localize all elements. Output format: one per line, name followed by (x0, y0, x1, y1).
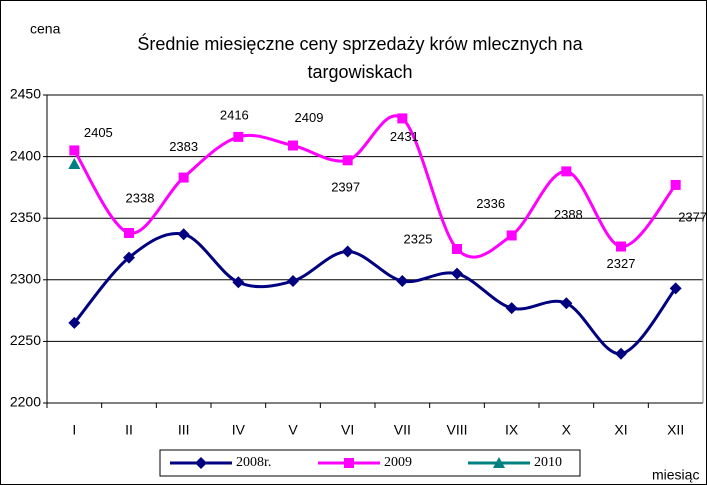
data-label: 2325 (404, 231, 433, 246)
data-label: 2383 (169, 139, 198, 154)
data-point (123, 251, 135, 264)
data-point (561, 166, 572, 177)
x-tick-label: V (288, 422, 298, 438)
data-point (452, 244, 462, 254)
data-point (233, 131, 244, 142)
data-point (506, 230, 517, 241)
data-label: 2405 (84, 125, 113, 140)
data-point (232, 276, 245, 289)
data-point (342, 155, 353, 166)
x-tick-label: II (125, 422, 133, 438)
data-point (396, 275, 409, 288)
legend-label: 2010 (534, 455, 562, 470)
legend-marker (344, 458, 354, 468)
data-label: 2431 (390, 129, 419, 144)
data-label: 2409 (295, 110, 324, 125)
x-tick-label: XI (614, 422, 627, 438)
data-label: 2336 (476, 196, 505, 211)
legend-marker (195, 457, 207, 469)
legend-label: 2008r. (236, 455, 271, 470)
data-label: 2388 (554, 207, 583, 222)
data-point (287, 275, 299, 288)
x-tick-label: I (72, 422, 76, 438)
x-tick-label: IV (232, 422, 246, 438)
x-tick-label: XII (667, 422, 684, 438)
legend-marker (493, 457, 505, 468)
y-tick-label: 2250 (10, 332, 41, 348)
data-point (288, 140, 298, 151)
x-tick-label: VIII (446, 422, 467, 438)
data-point (69, 145, 80, 156)
data-point (616, 241, 626, 252)
data-label: 2327 (607, 256, 636, 271)
x-tick-label: IX (505, 422, 519, 438)
x-tick-label: X (562, 422, 572, 438)
x-tick-label: VII (394, 422, 411, 438)
data-label: 2416 (220, 107, 249, 122)
data-point (68, 157, 81, 169)
data-point (505, 302, 518, 315)
y-tick-label: 2300 (10, 271, 41, 287)
x-tick-label: III (178, 422, 190, 438)
data-point (177, 228, 190, 241)
data-point (451, 267, 463, 280)
data-point (615, 347, 627, 360)
y-tick-label: 2450 (10, 86, 41, 102)
legend-label: 2009 (384, 455, 412, 470)
data-label: 2377 (678, 209, 707, 224)
y-axis-label: cena (30, 21, 61, 37)
y-tick-label: 2400 (10, 147, 41, 163)
data-point (669, 282, 682, 295)
data-point (178, 172, 189, 183)
series-line (73, 114, 677, 259)
x-axis-label: miesiąc (652, 467, 699, 483)
x-tick-label: VI (341, 422, 354, 438)
chart-title: Średnie miesięczne ceny sprzedaży krów m… (137, 34, 583, 82)
data-point (397, 113, 408, 124)
data-point (124, 227, 134, 238)
data-point (68, 316, 81, 329)
series-line (73, 231, 677, 356)
data-point (560, 297, 573, 310)
y-tick-label: 2350 (10, 209, 41, 225)
y-tick-label: 2200 (10, 394, 41, 410)
data-label: 2338 (126, 190, 155, 205)
data-label: 2397 (331, 180, 360, 195)
data-point (670, 179, 681, 190)
data-point (341, 245, 354, 258)
